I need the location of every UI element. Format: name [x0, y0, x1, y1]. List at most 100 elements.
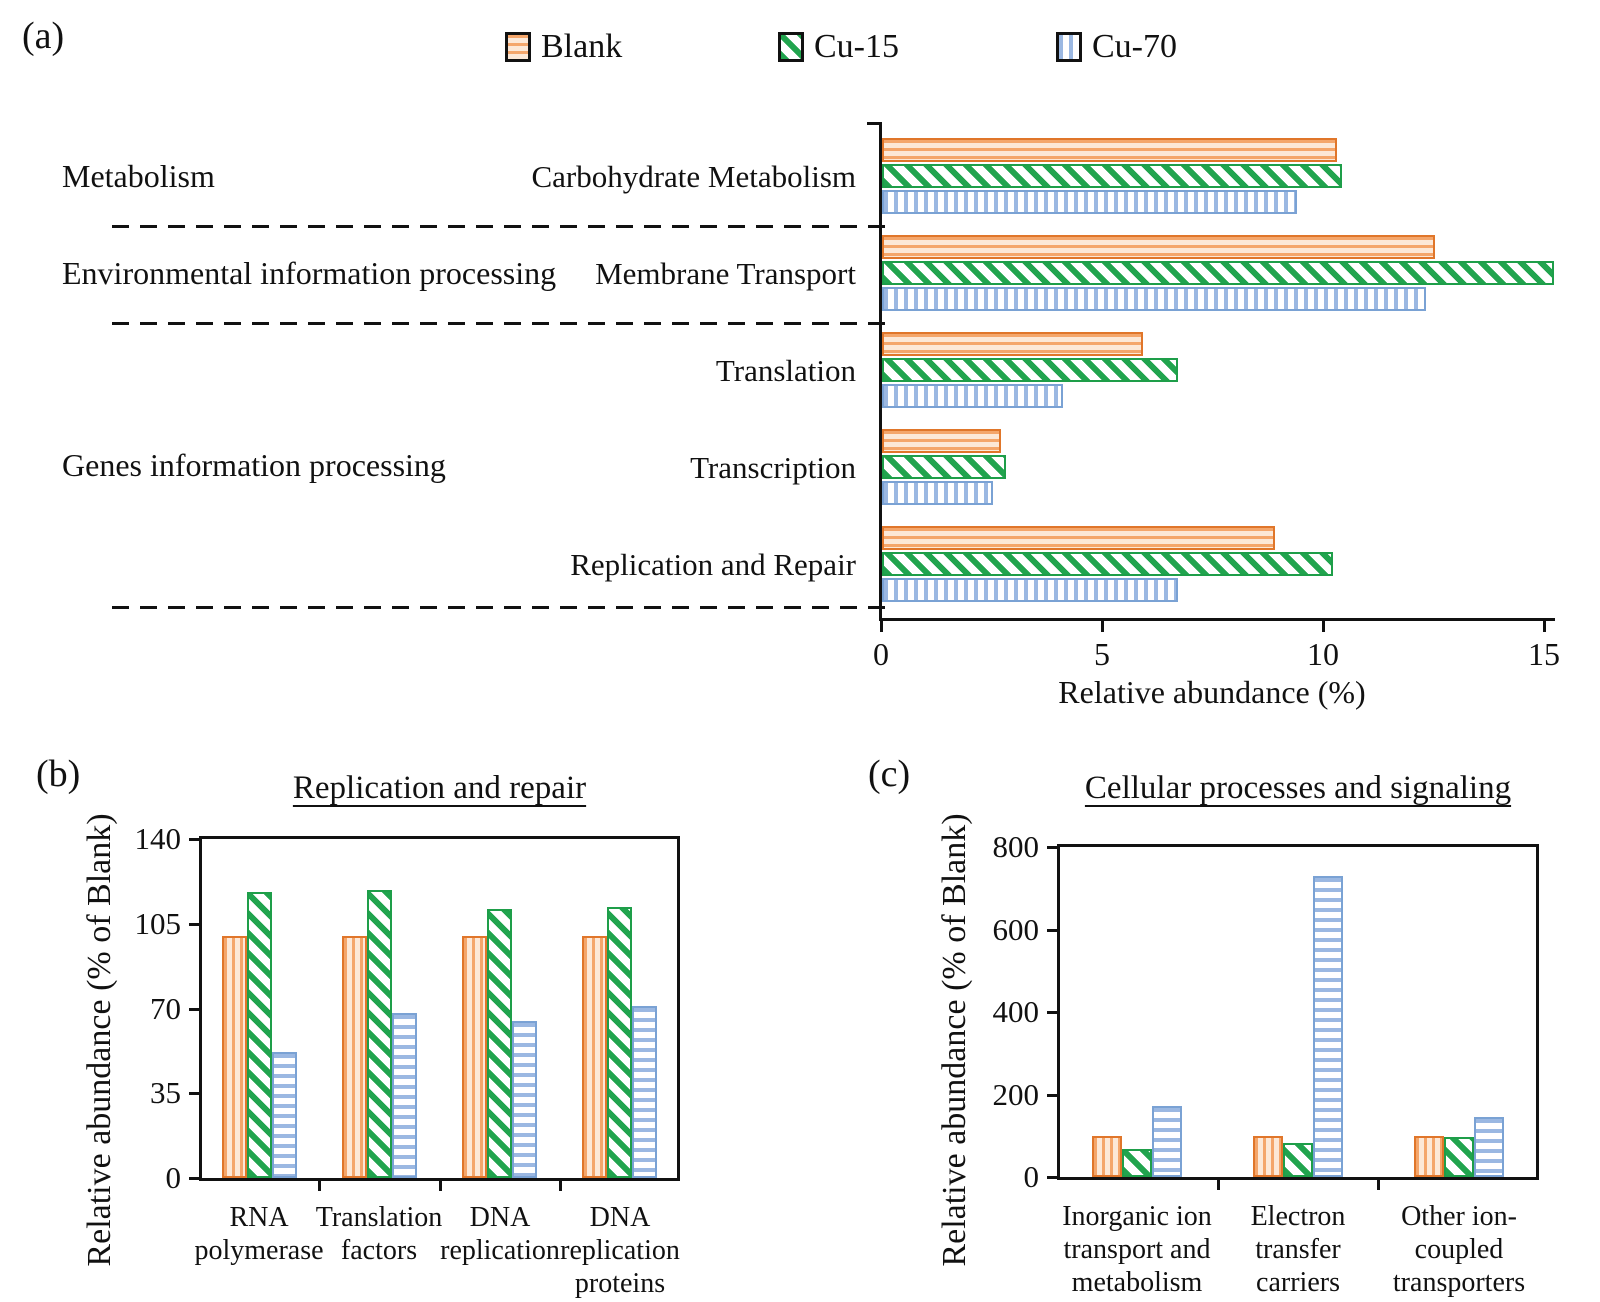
legend-item-cu15: Cu-15	[778, 28, 899, 66]
b-y-tick	[189, 923, 199, 926]
a-bar-Cu-70	[882, 578, 1178, 602]
panel-c-letter: (c)	[868, 753, 911, 795]
b-y-tick	[189, 838, 199, 841]
c-y-tick	[1047, 1176, 1057, 1179]
b-bar-Cu-70	[272, 1052, 297, 1178]
c-bar-Cu-70	[1474, 1117, 1504, 1177]
b-y-tick	[189, 1008, 199, 1011]
b-bar-Blank	[582, 936, 607, 1178]
b-bar-Cu-15	[247, 892, 272, 1178]
a-bar-Blank	[882, 138, 1337, 162]
c-bar-Cu-70	[1152, 1106, 1182, 1177]
a-section-divider	[112, 225, 894, 228]
a-x-tick-label: 0	[873, 636, 889, 672]
b-x-tick	[439, 1181, 442, 1191]
c-category-label: Other ion- coupled transporters	[1392, 1201, 1526, 1298]
b-category-label: Translation factors	[315, 1202, 443, 1266]
a-section-label: Genes information processing	[62, 447, 446, 483]
c-bar-Blank	[1414, 1136, 1444, 1177]
a-bar-Blank	[882, 429, 1001, 453]
c-y-tick-label: 0	[1023, 1159, 1040, 1194]
c-plot-box	[1057, 844, 1539, 1180]
b-bar-Cu-15	[367, 890, 392, 1178]
a-bar-Cu-70	[882, 190, 1297, 214]
c-x-tick	[1377, 1180, 1380, 1190]
a-bar-Cu-15	[882, 552, 1333, 576]
a-section-label: Environmental information processing	[62, 255, 557, 291]
b-title: Replication and repair	[292, 770, 587, 806]
a-x-tick	[1322, 621, 1325, 632]
b-category-label: DNA replication proteins	[560, 1202, 680, 1299]
c-category-label: Inorganic ion transport and metabolism	[1062, 1201, 1212, 1298]
cu15-swatch-icon	[778, 32, 804, 62]
c-bar-Cu-15	[1444, 1137, 1474, 1177]
a-x-axis	[879, 618, 1555, 621]
c-y-tick	[1047, 1011, 1057, 1014]
b-x-tick	[559, 1181, 562, 1191]
c-y-tick-label: 400	[992, 994, 1040, 1029]
legend-item-blank: Blank	[505, 28, 622, 66]
c-bar-Cu-15	[1283, 1143, 1313, 1177]
b-x-tick	[318, 1181, 321, 1191]
legend-item-cu70: Cu-70	[1056, 28, 1177, 66]
legend-label-cu70: Cu-70	[1092, 28, 1177, 65]
a-bar-Cu-15	[882, 261, 1554, 285]
c-y-tick-label: 800	[992, 829, 1040, 864]
b-y-tick	[189, 1177, 199, 1180]
b-category-label: DNA replication	[440, 1202, 560, 1266]
c-y-tick	[1047, 846, 1057, 849]
a-bar-Cu-15	[882, 455, 1006, 479]
b-y-axis-title: Relative abundance (% of Blank)	[81, 813, 118, 1267]
b-bar-Blank	[462, 936, 487, 1178]
cu70-swatch-icon	[1056, 32, 1082, 62]
c-y-axis-title: Relative abundance (% of Blank)	[936, 813, 973, 1267]
c-bar-Cu-70	[1313, 876, 1343, 1177]
a-x-axis-title: Relative abundance (%)	[1058, 674, 1366, 710]
a-bar-Cu-15	[882, 358, 1178, 382]
c-bar-Blank	[1092, 1136, 1122, 1177]
a-category-label: Transcription	[690, 450, 856, 485]
b-y-tick-label: 0	[165, 1160, 182, 1195]
a-bar-Cu-70	[882, 287, 1426, 311]
c-bar-Cu-15	[1122, 1149, 1152, 1177]
legend-label-blank: Blank	[541, 28, 623, 65]
c-title: Cellular processes and signaling	[1084, 770, 1512, 806]
a-y-axis	[879, 122, 882, 621]
a-x-tick-label: 15	[1528, 636, 1560, 672]
a-section-divider	[112, 606, 894, 609]
legend-label-cu15: Cu-15	[814, 28, 899, 65]
a-x-tick	[1543, 621, 1546, 632]
b-y-tick-label: 140	[134, 821, 182, 856]
c-category-label: Electron transfer carriers	[1250, 1201, 1346, 1298]
b-y-tick-label: 105	[134, 906, 182, 941]
a-x-tick-label: 10	[1307, 636, 1339, 672]
b-y-tick-label: 35	[150, 1075, 181, 1110]
c-y-tick-label: 200	[992, 1077, 1040, 1112]
c-y-tick-label: 600	[992, 912, 1040, 947]
a-bar-Blank	[882, 526, 1275, 550]
a-x-tick-label: 5	[1094, 636, 1110, 672]
c-bar-Blank	[1253, 1136, 1283, 1177]
b-category-label: RNA polymerase	[194, 1202, 324, 1266]
a-section-divider	[112, 322, 894, 325]
b-bar-Blank	[342, 936, 367, 1178]
b-bar-Blank	[222, 936, 247, 1178]
c-y-tick	[1047, 929, 1057, 932]
panel-a-letter: (a)	[22, 15, 65, 57]
a-category-label: Membrane Transport	[595, 256, 856, 291]
a-bar-Cu-70	[882, 481, 993, 505]
a-x-tick	[880, 621, 883, 632]
c-x-tick	[1217, 1180, 1220, 1190]
a-section-label: Metabolism	[62, 158, 215, 194]
b-bar-Cu-70	[512, 1021, 537, 1178]
a-x-tick	[1101, 621, 1104, 632]
b-bar-Cu-70	[632, 1006, 657, 1178]
c-y-tick	[1047, 1094, 1057, 1097]
b-y-tick	[189, 1092, 199, 1095]
a-bar-Blank	[882, 235, 1435, 259]
panel-b-letter: (b)	[36, 753, 81, 795]
a-y-axis-top-tick	[867, 122, 879, 125]
a-bar-Cu-15	[882, 164, 1342, 188]
blank-swatch-icon	[505, 32, 531, 62]
